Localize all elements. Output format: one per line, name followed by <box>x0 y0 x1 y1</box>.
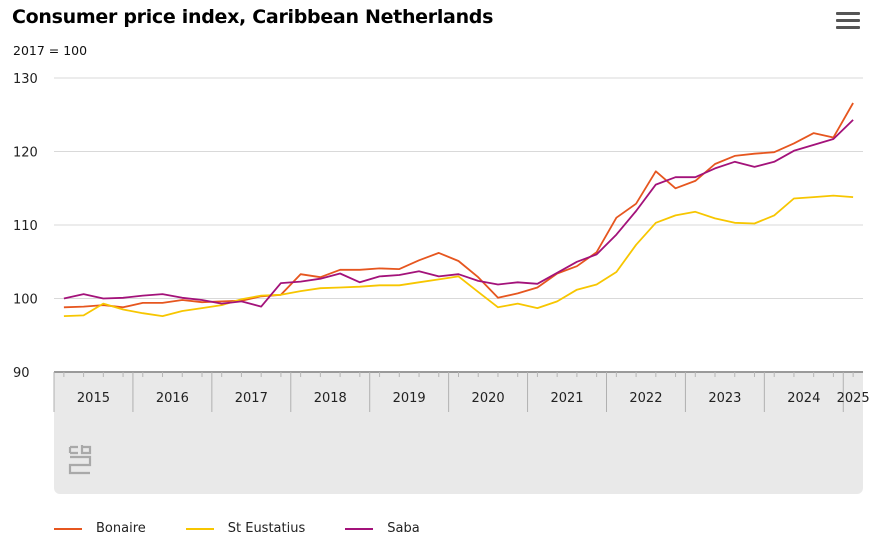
legend-item-bonaire[interactable]: Bonaire <box>54 521 146 536</box>
series-line-saba[interactable] <box>63 119 854 308</box>
legend-label: Bonaire <box>96 521 146 536</box>
y-tick-label: 120 <box>13 146 38 161</box>
navigator-top-band <box>54 372 863 412</box>
series-lines <box>63 102 854 318</box>
legend: Bonaire St Eustatius Saba <box>54 521 420 536</box>
chart-title: Consumer price index, Caribbean Netherla… <box>12 6 494 28</box>
x-axis: 2015 2016 2017 2018 2019 2020 2021 2022 2023 2024… <box>53 371 870 412</box>
x-tick-label: 2018 <box>314 391 347 406</box>
y-tick-label: 110 <box>13 219 38 234</box>
x-tick-label: 2019 <box>393 391 426 406</box>
hamburger-menu-icon[interactable] <box>836 12 860 34</box>
cbs-logo-icon <box>68 445 92 475</box>
legend-swatch <box>345 527 374 530</box>
y-axis-ticks: 90 100 110 120 130 <box>13 72 38 381</box>
legend-swatch <box>54 527 82 530</box>
legend-label: St Eustatius <box>227 521 306 536</box>
gridlines <box>54 77 863 299</box>
legend-item-saba[interactable]: Saba <box>345 521 420 536</box>
x-tick-label: 2022 <box>629 391 662 406</box>
series-line-st-eustatius[interactable] <box>63 194 854 318</box>
x-tick-label: 2020 <box>472 391 505 406</box>
x-tick-label: 2024 <box>787 391 820 406</box>
range-navigator[interactable] <box>54 372 863 494</box>
x-tick-label: 2016 <box>156 391 189 406</box>
series-line-bonaire[interactable] <box>63 102 854 309</box>
legend-swatch <box>185 527 214 530</box>
x-tick-label: 2023 <box>708 391 741 406</box>
x-tick-label: 2025 <box>837 391 870 406</box>
legend-item-st-eustatius[interactable]: St Eustatius <box>185 521 306 536</box>
x-tick-label: 2017 <box>235 391 268 406</box>
y-tick-label: 130 <box>13 72 38 87</box>
y-tick-label: 90 <box>13 366 30 381</box>
y-tick-label: 100 <box>13 293 38 308</box>
legend-label: Saba <box>387 521 420 536</box>
x-tick-label: 2021 <box>550 391 583 406</box>
chart-subtitle: 2017 = 100 <box>13 43 88 58</box>
x-tick-label: 2015 <box>77 391 110 406</box>
